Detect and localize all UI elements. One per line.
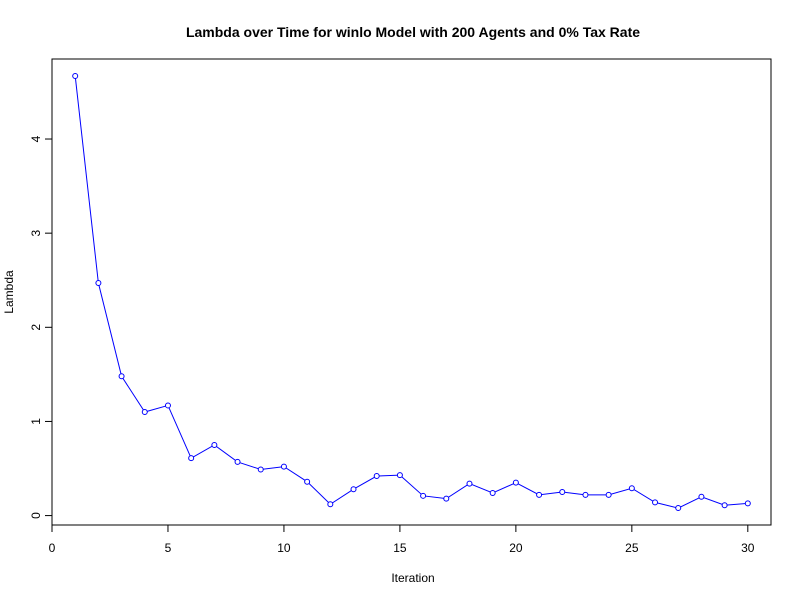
y-axis-label: Lambda [2, 270, 16, 314]
data-point [350, 486, 357, 493]
data-point [141, 409, 148, 416]
data-point [536, 491, 543, 498]
data-point [512, 479, 519, 486]
data-point [234, 458, 241, 465]
y-tick-label: 2 [29, 324, 43, 331]
data-point [257, 466, 264, 473]
y-tick-label: 1 [29, 418, 43, 425]
data-point [698, 493, 705, 500]
data-point [628, 485, 635, 492]
data-point [327, 501, 334, 508]
data-point [188, 455, 195, 462]
x-tick-label: 10 [277, 541, 291, 555]
data-point [95, 280, 102, 287]
data-point [396, 472, 403, 479]
y-tick-label: 3 [29, 230, 43, 237]
data-point [744, 500, 751, 507]
data-point [605, 491, 612, 498]
data-point [118, 373, 125, 380]
x-tick-label: 15 [393, 541, 407, 555]
series-line [74, 75, 748, 509]
data-point [420, 492, 427, 499]
data-point [72, 72, 79, 79]
data-point [675, 505, 682, 512]
data-point [466, 480, 473, 487]
y-axis: 0 1 2 3 4 [29, 135, 53, 519]
y-tick-label: 0 [29, 512, 43, 519]
x-tick-label: 5 [165, 541, 172, 555]
data-point [652, 499, 659, 506]
chart-title: Lambda over Time for winlo Model with 20… [186, 24, 640, 40]
data-point [211, 441, 218, 448]
data-point [280, 463, 287, 470]
data-point [582, 491, 589, 498]
x-tick-label: 20 [509, 541, 523, 555]
data-point [304, 478, 311, 485]
x-tick-label: 0 [49, 541, 56, 555]
y-tick-label: 4 [29, 135, 43, 142]
x-tick-label: 30 [741, 541, 755, 555]
data-point [164, 402, 171, 409]
data-point [489, 489, 496, 496]
series-layer [72, 72, 751, 512]
data-point [443, 495, 450, 502]
data-point [373, 473, 380, 480]
x-axis: 0 5 10 15 20 25 30 [49, 524, 755, 555]
x-tick-label: 25 [625, 541, 639, 555]
plot-frame [51, 58, 772, 526]
data-point [559, 489, 566, 496]
x-axis-label: Iteration [391, 571, 434, 585]
data-point [721, 502, 728, 509]
